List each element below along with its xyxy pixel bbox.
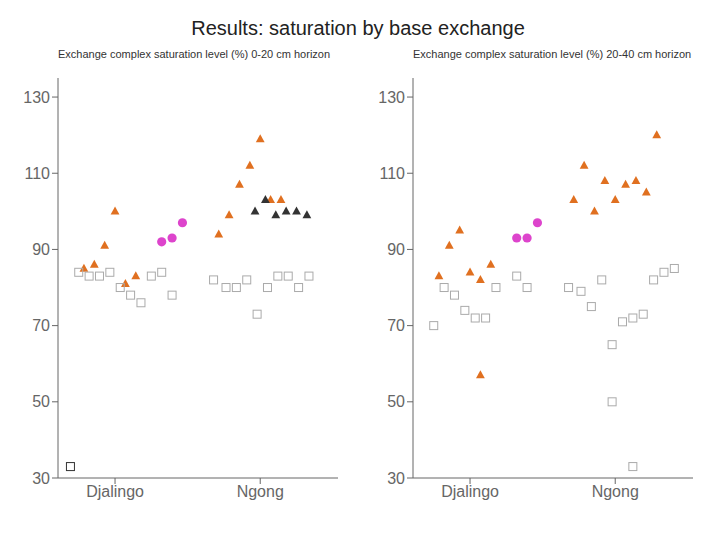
svg-text:50: 50 — [32, 393, 50, 410]
svg-text:130: 130 — [23, 89, 50, 106]
svg-text:Ngong: Ngong — [237, 483, 284, 500]
svg-text:Djalingo: Djalingo — [441, 483, 499, 500]
svg-text:110: 110 — [379, 165, 405, 182]
svg-text:30: 30 — [387, 470, 405, 487]
html-text:Exchange complex saturation le: Exchange complex saturation level (%) 0-… — [58, 48, 331, 60]
svg-text:110: 110 — [24, 165, 50, 182]
svg-text:50: 50 — [387, 393, 405, 410]
svg-text:90: 90 — [32, 241, 50, 258]
svg-text:30: 30 — [32, 470, 50, 487]
svg-text:90: 90 — [387, 241, 405, 258]
html-text:Results: saturation by base ex: Results: saturation by base exchange — [191, 17, 525, 39]
svg-text:Djalingo: Djalingo — [86, 483, 144, 500]
svg-text:70: 70 — [387, 317, 405, 334]
svg-text:130: 130 — [378, 89, 405, 106]
svg-text:70: 70 — [32, 317, 50, 334]
svg-text:Ngong: Ngong — [592, 483, 639, 500]
html-text:Exchange complex saturation le: Exchange complex saturation level (%) 20… — [413, 48, 692, 60]
